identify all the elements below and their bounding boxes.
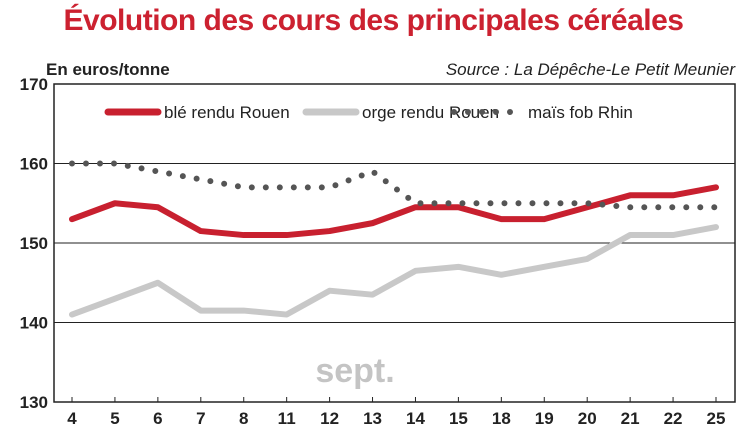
x-tick-label: 25 xyxy=(707,409,726,428)
legend-ble-label: blé rendu Rouen xyxy=(164,103,290,122)
x-tick-label: 7 xyxy=(196,409,205,428)
y-tick-label: 140 xyxy=(20,314,48,333)
y-tick-label: 160 xyxy=(20,155,48,174)
x-tick-label: 14 xyxy=(406,409,425,428)
x-tick-label: 20 xyxy=(578,409,597,428)
x-tick-label: 12 xyxy=(320,409,339,428)
x-axis-ticks: 4 5 6 7 8 11 12 13 14 15 18 19 20 21 22 25 xyxy=(67,397,725,428)
x-tick-label: 18 xyxy=(492,409,511,428)
unit-label: En euros/tonne xyxy=(46,60,170,79)
legend-orge-label: orge rendu Rouen xyxy=(362,103,499,122)
source-label: Source : La Dépêche-Le Petit Meunier xyxy=(445,60,735,79)
x-tick-label: 13 xyxy=(363,409,382,428)
series-line-orge xyxy=(69,224,719,318)
chart-title: Évolution des cours des principales céré… xyxy=(63,4,684,37)
y-tick-label: 130 xyxy=(20,393,48,412)
x-tick-label: 15 xyxy=(449,409,468,428)
x-tick-label: 4 xyxy=(67,409,77,428)
x-tick-label: 11 xyxy=(278,409,296,428)
plot-frame xyxy=(53,83,736,403)
x-tick-label: 8 xyxy=(239,409,248,428)
month-annotation: sept. xyxy=(315,352,394,390)
y-axis-ticks: 130 140 150 160 170 xyxy=(20,75,48,412)
legend: blé rendu Rouen orge rendu Rouen maïs fob … xyxy=(104,103,633,122)
legend-mais-label: maïs fob Rhin xyxy=(528,103,633,122)
x-tick-label: 5 xyxy=(110,409,119,428)
plot-border xyxy=(53,83,736,403)
x-tick-label: 6 xyxy=(153,409,162,428)
y-tick-label: 150 xyxy=(20,234,48,253)
x-tick-label: 19 xyxy=(535,409,554,428)
y-tick-label: 170 xyxy=(20,75,48,94)
x-tick-label: 21 xyxy=(621,409,640,428)
grid xyxy=(54,163,735,323)
series-line-ble xyxy=(69,184,719,239)
x-tick-label: 22 xyxy=(664,409,683,428)
series-lines xyxy=(69,160,719,318)
